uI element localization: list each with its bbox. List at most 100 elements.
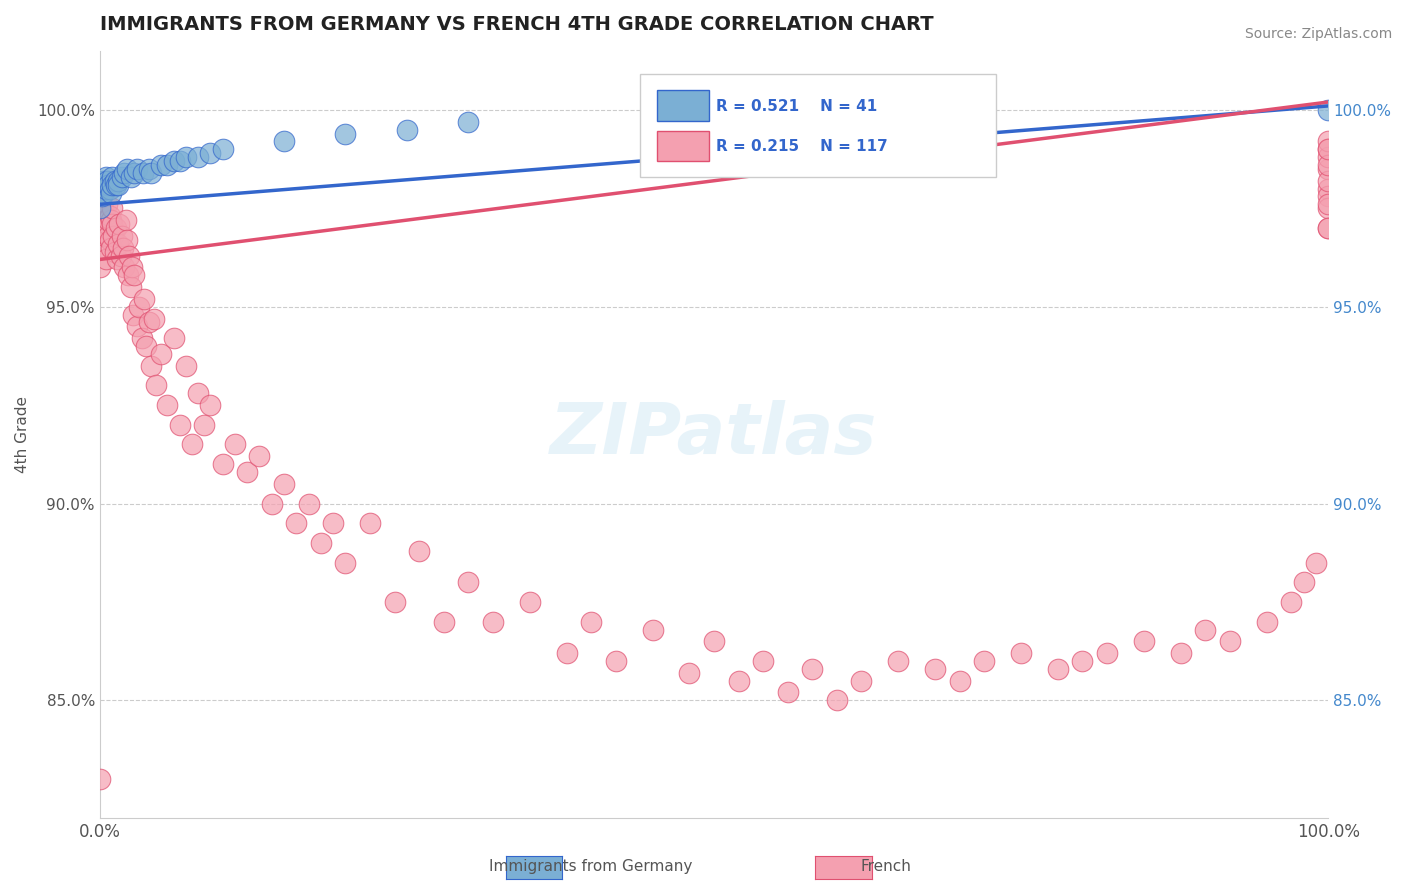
Point xyxy=(1292,575,1315,590)
Point xyxy=(101,217,124,231)
Point xyxy=(1046,662,1069,676)
Point xyxy=(1256,615,1278,629)
Point xyxy=(1219,634,1241,648)
Point xyxy=(776,685,799,699)
Point xyxy=(1317,103,1340,117)
Point xyxy=(114,213,136,227)
Point xyxy=(156,158,179,172)
Point xyxy=(101,169,124,184)
Point xyxy=(132,166,155,180)
Point xyxy=(193,417,215,432)
Point xyxy=(1317,202,1340,216)
Point xyxy=(122,308,145,322)
Point xyxy=(949,107,972,121)
Point xyxy=(162,331,184,345)
Point xyxy=(678,665,700,680)
FancyBboxPatch shape xyxy=(658,90,709,120)
Text: ZIPatlas: ZIPatlas xyxy=(550,401,877,469)
Point xyxy=(359,516,381,531)
Point xyxy=(1317,142,1340,156)
Point xyxy=(138,161,160,176)
Text: French: French xyxy=(860,859,911,874)
Text: IMMIGRANTS FROM GERMANY VS FRENCH 4TH GRADE CORRELATION CHART: IMMIGRANTS FROM GERMANY VS FRENCH 4TH GR… xyxy=(100,15,934,34)
Point xyxy=(145,378,167,392)
Point xyxy=(150,158,173,172)
Text: R = 0.215    N = 117: R = 0.215 N = 117 xyxy=(717,139,889,154)
Point xyxy=(125,161,148,176)
Point xyxy=(211,142,233,156)
Point xyxy=(1279,595,1302,609)
Point xyxy=(93,241,115,255)
Point xyxy=(825,693,848,707)
Point xyxy=(104,221,127,235)
Point xyxy=(555,646,578,660)
Point xyxy=(112,241,135,255)
Point xyxy=(322,516,344,531)
Point xyxy=(107,178,129,192)
Point xyxy=(98,209,121,223)
Point xyxy=(112,260,135,275)
Point xyxy=(135,339,157,353)
Point xyxy=(93,228,115,243)
Point xyxy=(93,178,115,192)
Point xyxy=(90,213,112,227)
Point xyxy=(103,228,125,243)
Point xyxy=(1170,646,1192,660)
Point xyxy=(141,166,163,180)
Point xyxy=(408,543,430,558)
Point xyxy=(703,634,725,648)
Point xyxy=(457,114,479,128)
Point xyxy=(115,233,138,247)
Point xyxy=(335,556,357,570)
FancyBboxPatch shape xyxy=(640,74,997,178)
Point xyxy=(187,386,209,401)
Point xyxy=(851,673,873,688)
Point xyxy=(211,457,233,471)
Point xyxy=(1317,142,1340,156)
Point xyxy=(98,233,121,247)
Point xyxy=(1317,181,1340,195)
Point xyxy=(519,595,541,609)
Point xyxy=(298,497,321,511)
Point xyxy=(122,166,145,180)
Point xyxy=(122,268,145,283)
Point xyxy=(1317,150,1340,164)
Point xyxy=(121,260,143,275)
Point xyxy=(949,673,972,688)
Point xyxy=(249,450,271,464)
Point xyxy=(1071,654,1094,668)
Point xyxy=(118,248,141,262)
Point xyxy=(162,154,184,169)
Point xyxy=(1317,189,1340,203)
Y-axis label: 4th Grade: 4th Grade xyxy=(15,396,30,473)
Point xyxy=(120,280,142,294)
Point xyxy=(181,437,204,451)
FancyBboxPatch shape xyxy=(658,130,709,161)
Point xyxy=(200,146,222,161)
Point xyxy=(395,122,418,136)
Point xyxy=(141,359,163,373)
Point xyxy=(111,228,134,243)
Point xyxy=(187,150,209,164)
Point xyxy=(93,186,115,200)
Point xyxy=(93,202,115,216)
Point xyxy=(125,319,148,334)
Text: Immigrants from Germany: Immigrants from Germany xyxy=(489,859,692,874)
Point xyxy=(887,654,910,668)
Point xyxy=(169,417,191,432)
Point xyxy=(107,236,129,251)
Point xyxy=(335,127,357,141)
Point xyxy=(138,315,160,329)
Point xyxy=(1317,221,1340,235)
Point xyxy=(89,202,111,216)
Point xyxy=(200,398,222,412)
Point xyxy=(97,213,120,227)
Point xyxy=(100,241,122,255)
Point xyxy=(94,169,117,184)
Point xyxy=(103,174,125,188)
Point xyxy=(93,209,115,223)
Point xyxy=(605,654,627,668)
Point xyxy=(100,186,122,200)
Text: Source: ZipAtlas.com: Source: ZipAtlas.com xyxy=(1244,27,1392,41)
Point xyxy=(174,359,197,373)
